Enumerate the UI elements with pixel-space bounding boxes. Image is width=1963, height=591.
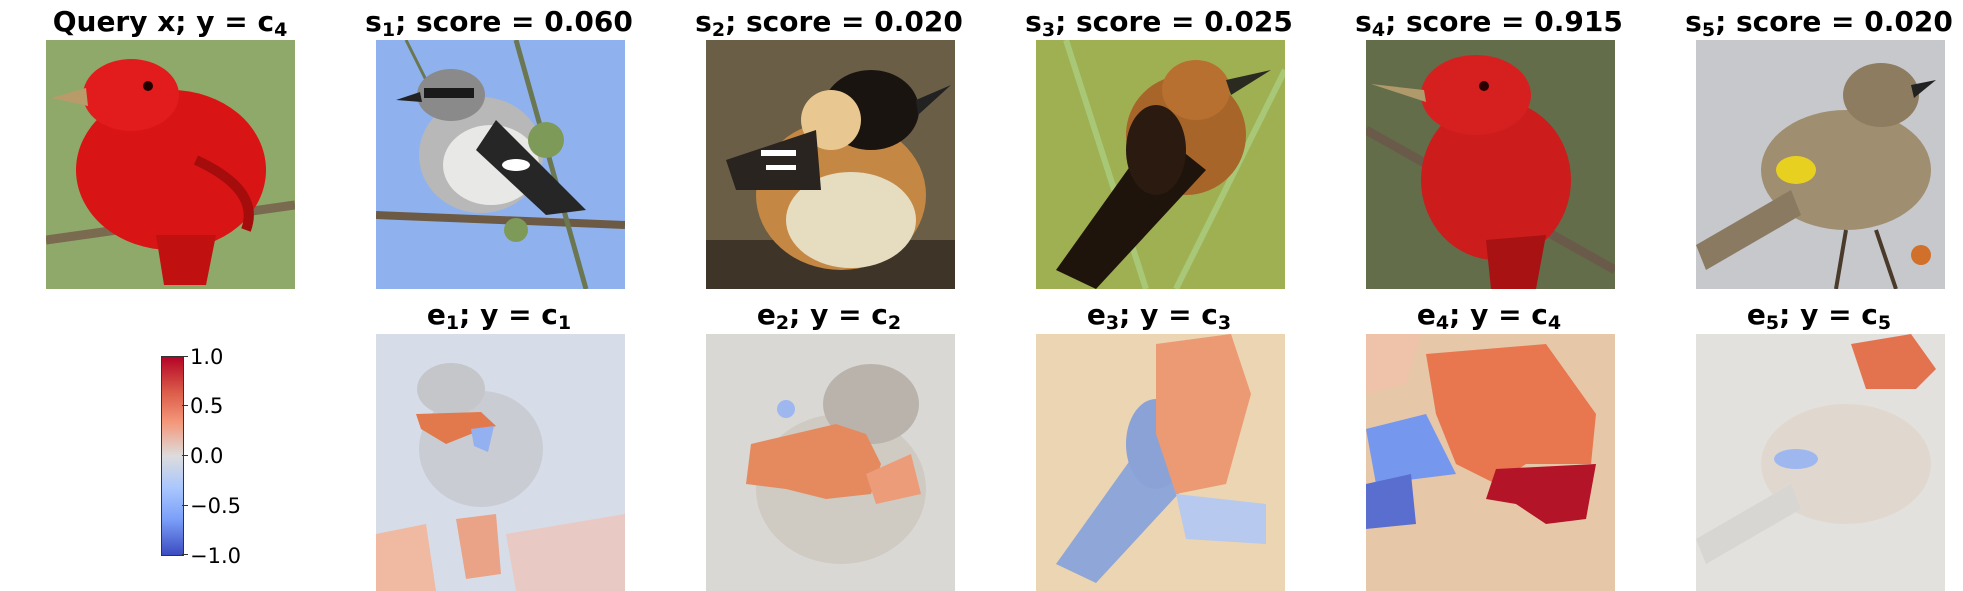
colorbar-tick [182, 405, 188, 406]
colorbar-tick [182, 505, 188, 506]
colorbar-tick-label: −1.0 [190, 544, 241, 568]
query-image [46, 40, 295, 289]
colorbar [161, 356, 184, 556]
colorbar-tick-label: −0.5 [190, 494, 241, 518]
colorbar-tick-label: 1.0 [190, 345, 224, 369]
support-title-3: s3; score = 0.025 [1025, 5, 1293, 42]
explanation-map-5 [1696, 334, 1945, 591]
explanation-title-4: e4; y = c4 [1416, 298, 1562, 335]
support-title-5: s5; score = 0.020 [1685, 5, 1953, 42]
explanation-map-1 [376, 334, 625, 591]
explanation-map-3 [1036, 334, 1285, 591]
colorbar-tick-label: 0.5 [190, 394, 224, 418]
explanation-map-2 [706, 334, 955, 591]
explanation-map-4 [1366, 334, 1615, 591]
explanation-title-2: e2; y = c2 [756, 298, 902, 335]
explanation-title-5: e5; y = c5 [1746, 298, 1892, 335]
support-title-1: s1; score = 0.060 [365, 5, 633, 42]
support-image-3 [1036, 40, 1285, 289]
support-title-2: s2; score = 0.020 [695, 5, 963, 42]
support-image-1 [376, 40, 625, 289]
colorbar-tick-label: 0.0 [190, 444, 224, 468]
colorbar-tick [182, 455, 188, 456]
explanation-title-1: e1; y = c1 [426, 298, 572, 335]
query-title: Query x; y = c4 [52, 5, 288, 42]
support-image-5 [1696, 40, 1945, 289]
support-image-2 [706, 40, 955, 289]
support-image-4 [1366, 40, 1615, 289]
colorbar-tick [182, 554, 188, 555]
explanation-title-3: e3; y = c3 [1086, 298, 1232, 335]
colorbar-tick [182, 356, 188, 357]
support-title-4: s4; score = 0.915 [1355, 5, 1623, 42]
